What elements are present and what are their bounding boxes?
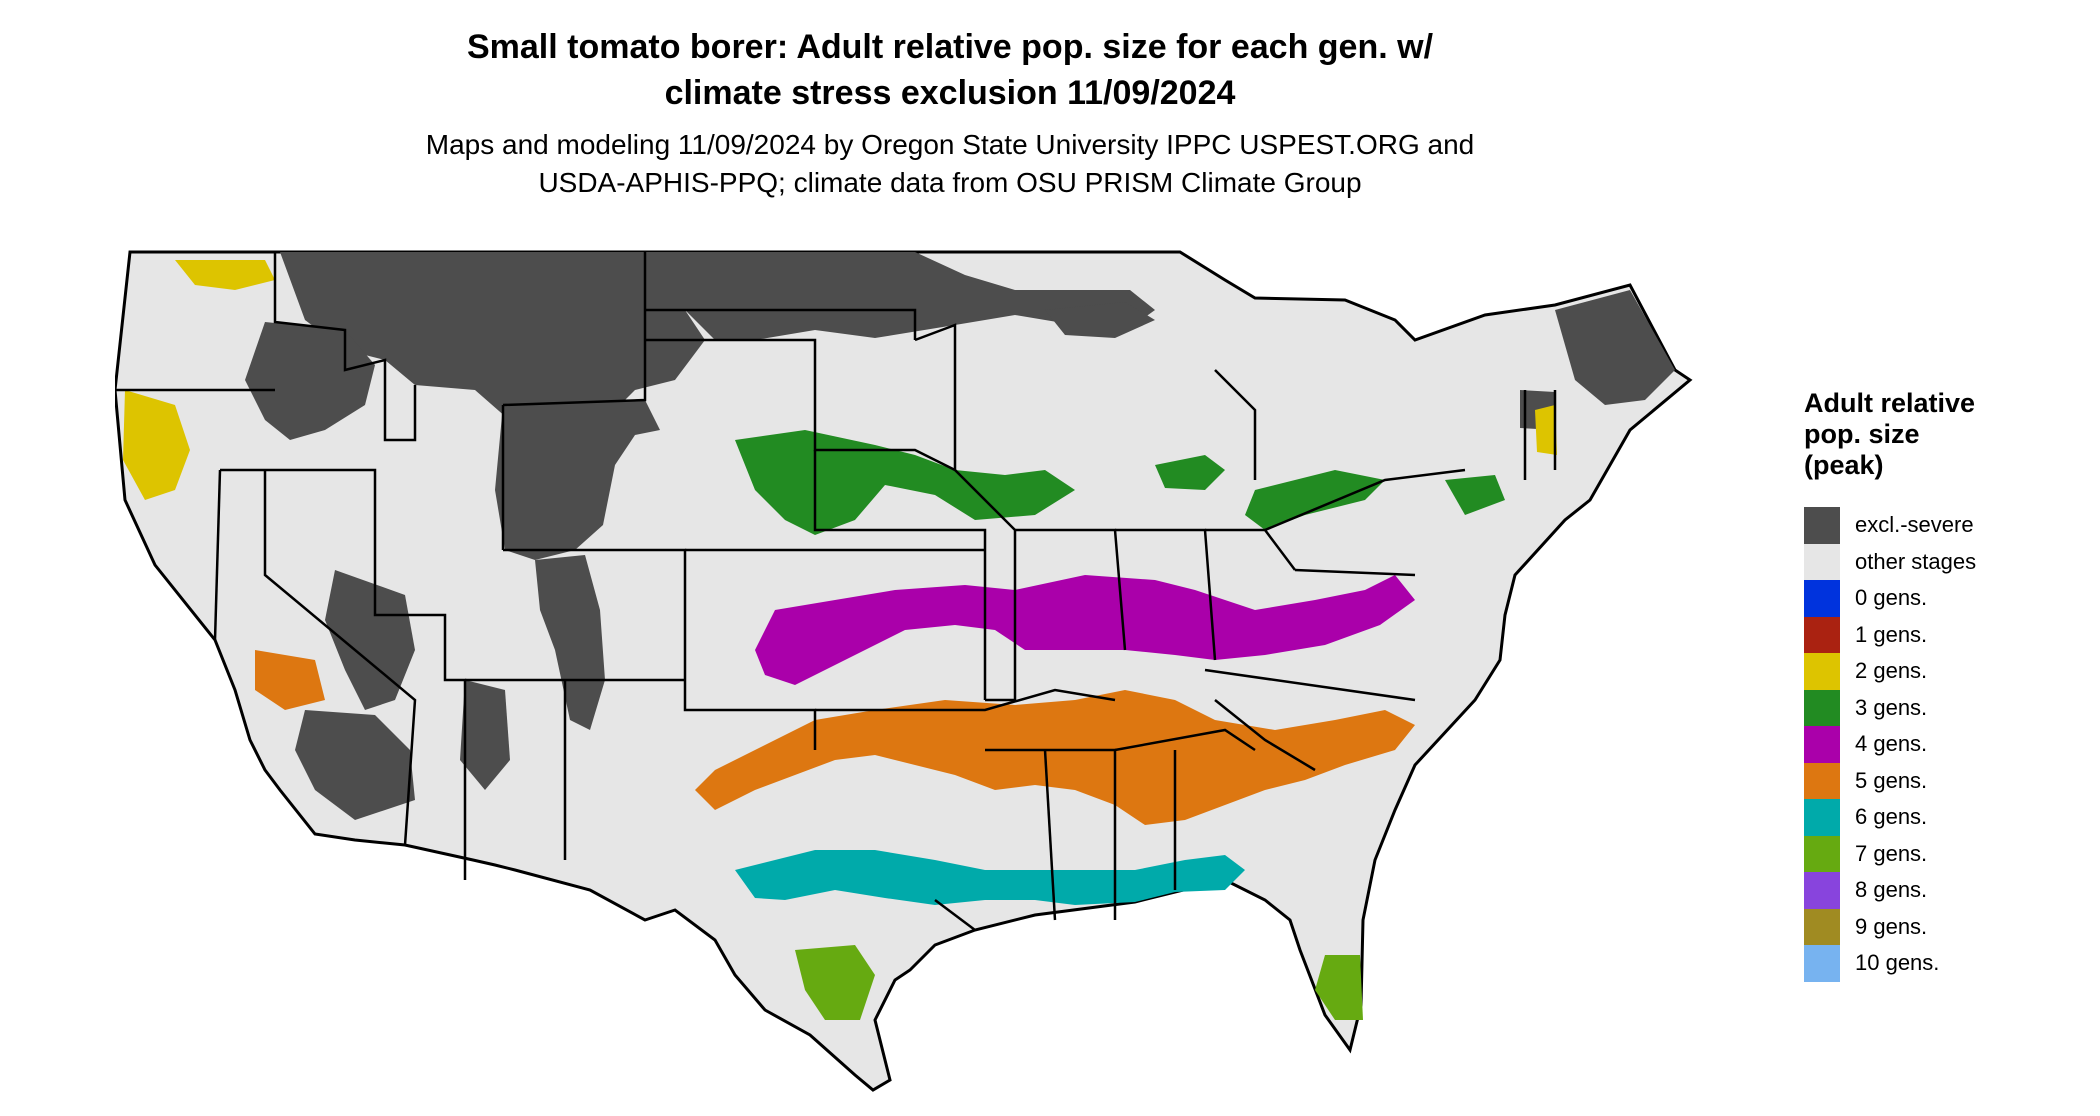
legend-swatch [1804,543,1840,580]
legend-swatch [1804,762,1840,799]
legend-swatch [1804,945,1840,982]
legend-swatch [1804,580,1840,617]
legend-item: 8 gens. [1804,872,2074,909]
subtitle-line-1: Maps and modeling 11/09/2024 by Oregon S… [425,129,1475,160]
legend-item: 7 gens. [1804,835,2074,872]
legend-label: 0 gens. [1855,585,1928,611]
legend-item: other stages [1804,543,2074,580]
zone-2-gens [123,260,1557,500]
legend-label: other stages [1855,548,1977,574]
map-title: Small tomato borer: Adult relative pop. … [300,24,1600,116]
legend-item: 6 gens. [1804,799,2074,836]
legend-item: excl.-severe [1804,507,2074,544]
title-line-2: climate stress exclusion 11/09/2024 [664,74,1236,112]
legend-items: excl.-severe other stages 0 gens. 1 gens. 2 … [1804,507,2074,982]
legend-title-line-2: pop. size [1804,419,1920,449]
legend-swatch [1804,872,1840,909]
legend: Adult relative pop. size (peak) excl.-se… [1804,388,2074,982]
legend-title-line-3: (peak) [1804,450,1884,480]
legend-item: 4 gens. [1804,726,2074,763]
legend-label: 5 gens. [1855,767,1928,793]
legend-label: 10 gens. [1855,950,1940,976]
legend-swatch [1804,616,1840,653]
legend-label: 7 gens. [1855,840,1928,866]
legend-item: 3 gens. [1804,689,2074,726]
legend-label: 9 gens. [1855,913,1928,939]
legend-swatch [1804,835,1840,872]
legend-swatch [1804,653,1840,690]
title-line-1: Small tomato borer: Adult relative pop. … [466,28,1434,66]
zone-7-gens [795,945,1363,1020]
legend-swatch [1804,799,1840,836]
legend-title-line-1: Adult relative [1804,388,1976,418]
legend-label: 3 gens. [1855,694,1928,720]
legend-label: 1 gens. [1855,621,1928,647]
excluded-regions [245,252,1675,820]
zone-5-gens [255,650,1415,825]
subtitle-line-2: USDA-APHIS-PPQ; climate data from OSU PR… [538,167,1362,198]
legend-item: 2 gens. [1804,653,2074,690]
legend-label: 4 gens. [1855,731,1928,757]
legend-label: 6 gens. [1855,804,1928,830]
zone-4-gens [755,575,1415,685]
legend-swatch [1804,726,1840,763]
state-boundaries [115,252,1557,931]
map-subtitle: Maps and modeling 11/09/2024 by Oregon S… [300,126,1600,202]
legend-item: 1 gens. [1804,616,2074,653]
legend-title: Adult relative pop. size (peak) [1804,388,2074,481]
zone-3-gens [735,430,1505,535]
legend-label: 2 gens. [1855,658,1928,684]
us-generations-map [115,250,1693,1092]
legend-item: 9 gens. [1804,908,2074,945]
legend-item: 10 gens. [1804,945,2074,982]
legend-swatch [1804,689,1840,726]
legend-swatch [1804,507,1840,544]
zone-6-gens [735,850,1245,905]
legend-item: 5 gens. [1804,762,2074,799]
legend-label: 8 gens. [1855,877,1928,903]
legend-swatch [1804,908,1840,945]
legend-item: 0 gens. [1804,580,2074,617]
legend-label: excl.-severe [1855,512,1974,538]
